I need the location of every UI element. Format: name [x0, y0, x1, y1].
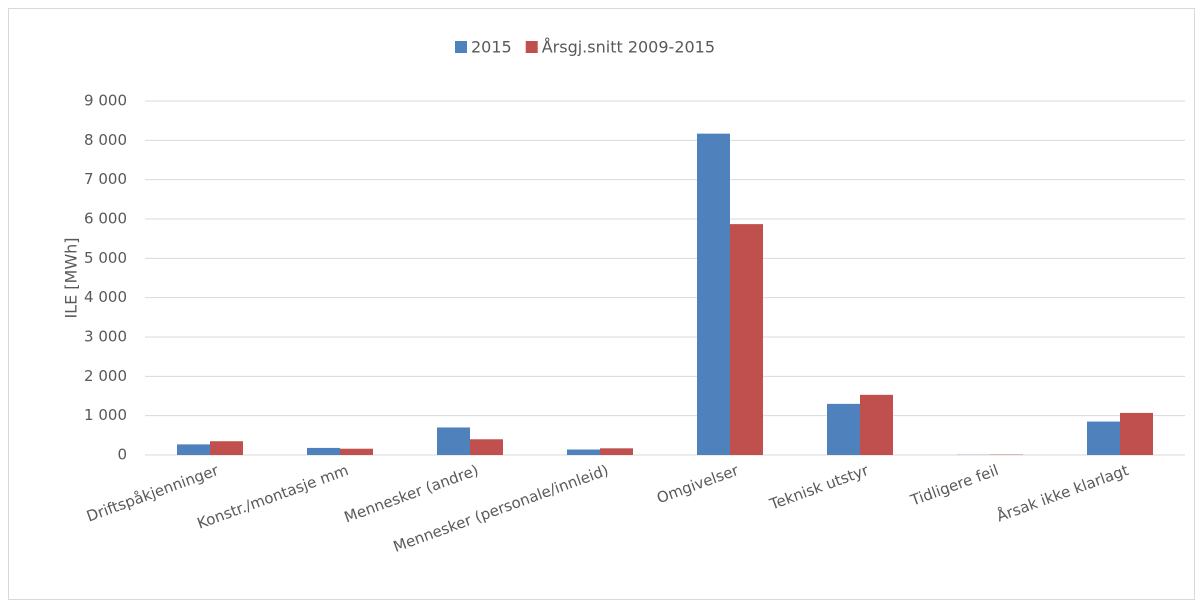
- y-axis-label: ILE [MWh]: [62, 237, 81, 318]
- y-tick-label: 8 000: [84, 131, 127, 149]
- bar: [470, 439, 503, 455]
- y-tick-label: 6 000: [84, 210, 127, 228]
- legend-label: Årsgj.snitt 2009-2015: [542, 38, 715, 57]
- legend-label: 2015: [471, 38, 512, 57]
- bar: [730, 224, 763, 455]
- legend-swatch: [526, 41, 538, 53]
- bar: [567, 449, 600, 455]
- bar: [1120, 413, 1153, 455]
- legend-swatch: [455, 41, 467, 53]
- bar: [697, 134, 730, 455]
- y-tick-label: 1 000: [84, 406, 127, 424]
- y-tick-label: 3 000: [84, 328, 127, 346]
- bar: [860, 395, 893, 455]
- y-tick-label: 4 000: [84, 288, 127, 306]
- y-tick-label: 2 000: [84, 367, 127, 385]
- y-tick-label: 5 000: [84, 249, 127, 267]
- bar: [437, 427, 470, 455]
- bar: [340, 449, 373, 455]
- y-tick-label: 0: [117, 446, 127, 464]
- bar: [210, 441, 243, 455]
- bar: [827, 404, 860, 455]
- bar: [307, 448, 340, 455]
- bar: [1087, 422, 1120, 455]
- bar: [600, 448, 633, 455]
- y-tick-label: 9 000: [84, 92, 127, 110]
- bar: [177, 444, 210, 455]
- y-tick-label: 7 000: [84, 170, 127, 188]
